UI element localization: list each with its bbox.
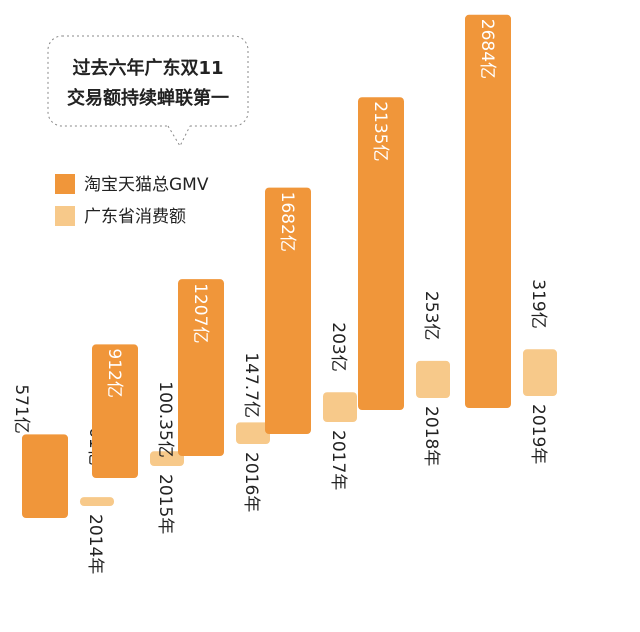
bar <box>236 422 270 444</box>
bar <box>465 14 511 408</box>
x-tick-label: 2015年 <box>155 474 175 534</box>
legend-label: 淘宝天猫总GMV <box>84 175 209 195</box>
legend-swatch <box>55 174 75 194</box>
bar <box>92 344 138 478</box>
value-label: 2684亿 <box>477 19 497 79</box>
value-label: 2135亿 <box>370 101 390 161</box>
legend-swatch <box>55 206 75 226</box>
x-tick-label: 2014年 <box>85 514 105 574</box>
x-tick-label: 2016年 <box>241 452 261 512</box>
legend-label: 广东省消费额 <box>84 207 186 227</box>
value-label: 571亿 <box>11 384 31 433</box>
bar <box>22 434 68 518</box>
x-tick-label: 2019年 <box>528 404 548 464</box>
value-label: 253亿 <box>421 291 441 340</box>
value-label: 912亿 <box>104 348 124 397</box>
x-tick-label: 2017年 <box>328 430 348 490</box>
chart-title: 交易额持续蝉联第一 <box>67 87 229 109</box>
bar <box>265 187 311 434</box>
bubble-tail <box>167 125 191 148</box>
value-label: 203亿 <box>328 322 348 371</box>
value-label: 147.7亿 <box>241 352 261 418</box>
value-label: 319亿 <box>528 279 548 328</box>
value-label: 100.35亿 <box>155 381 175 457</box>
bar <box>358 97 404 410</box>
bar <box>323 392 357 422</box>
bar <box>150 451 184 466</box>
bar <box>523 349 557 396</box>
chart-title: 过去六年广东双11 <box>72 57 223 79</box>
x-tick-label: 2018年 <box>421 406 441 466</box>
bar <box>416 360 450 398</box>
speech-bubble <box>47 35 249 127</box>
bar <box>178 279 224 456</box>
value-label: 1682亿 <box>277 192 297 252</box>
bar <box>80 497 114 506</box>
value-label: 1207亿 <box>190 283 210 343</box>
